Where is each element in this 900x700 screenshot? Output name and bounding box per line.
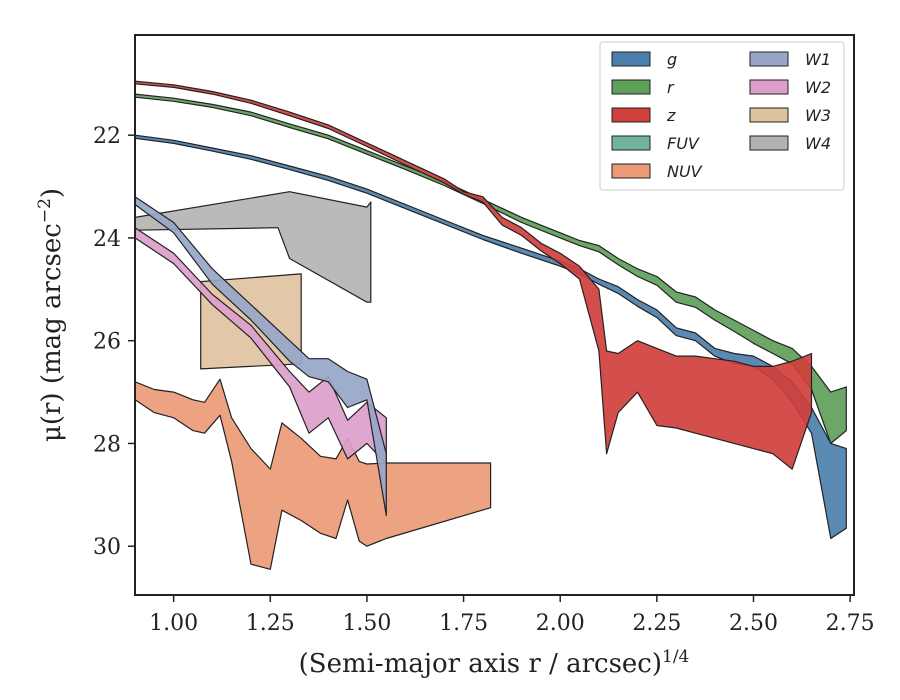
legend-swatch-nuv: [611, 163, 651, 179]
legend-label-w3: W3: [805, 106, 831, 125]
legend-swatch-w2: [749, 79, 789, 95]
y-tick-label: 30: [93, 535, 121, 560]
legend-label-nuv: NUV: [667, 162, 703, 181]
legend-label-w1: W1: [805, 50, 831, 69]
legend-swatch-g: [611, 51, 651, 67]
x-axis-label: (Semi-major axis r / arcsec)1/4: [299, 647, 690, 679]
x-tick-label: 2.00: [536, 611, 585, 636]
x-tick-label: 2.25: [632, 611, 681, 636]
band-w4: [134, 191, 372, 303]
legend-swatch-r: [611, 79, 651, 95]
y-axis: 22 24 26 28 30: [93, 124, 135, 560]
y-tick-label: 22: [93, 124, 121, 149]
legend-swatch-w3: [749, 107, 789, 123]
x-axis: 1.00 1.25 1.50 1.75 2.00 2.25 2.50 2.75: [149, 595, 875, 636]
x-tick-label: 1.00: [149, 611, 198, 636]
legend-box: [599, 41, 845, 191]
band-nuv: [134, 378, 492, 570]
legend-label-w4: W4: [805, 134, 831, 153]
band-w1: [134, 196, 387, 517]
legend-label-z: z: [666, 106, 676, 125]
legend-swatch-z: [611, 107, 651, 123]
legend-label-w2: W2: [805, 78, 831, 97]
y-tick-label: 24: [93, 227, 121, 252]
x-tick-label: 1.50: [342, 611, 391, 636]
legend-label-fuv: FUV: [667, 134, 700, 153]
x-tick-label: 2.50: [729, 611, 778, 636]
x-tick-label: 2.75: [826, 611, 875, 636]
band-z: [134, 80, 813, 470]
x-tick-label: 1.75: [439, 611, 488, 636]
band-g: [134, 134, 847, 540]
legend-label-r: r: [667, 78, 675, 97]
y-tick-label: 28: [93, 432, 121, 457]
y-tick-label: 26: [93, 330, 121, 355]
series-bands: [134, 80, 847, 570]
legend-swatch-fuv: [611, 135, 651, 151]
plot-frame: [134, 34, 855, 596]
legend-swatch-w4: [749, 135, 789, 151]
legend-swatch-w1: [749, 51, 789, 67]
y-axis-label: μ(r) (mag arcsec−2): [35, 188, 67, 442]
x-tick-label: 1.25: [246, 611, 295, 636]
legend: grz FUV NUV W1 W2 W3 W4: [599, 41, 845, 191]
legend-label-g: g: [667, 50, 677, 69]
